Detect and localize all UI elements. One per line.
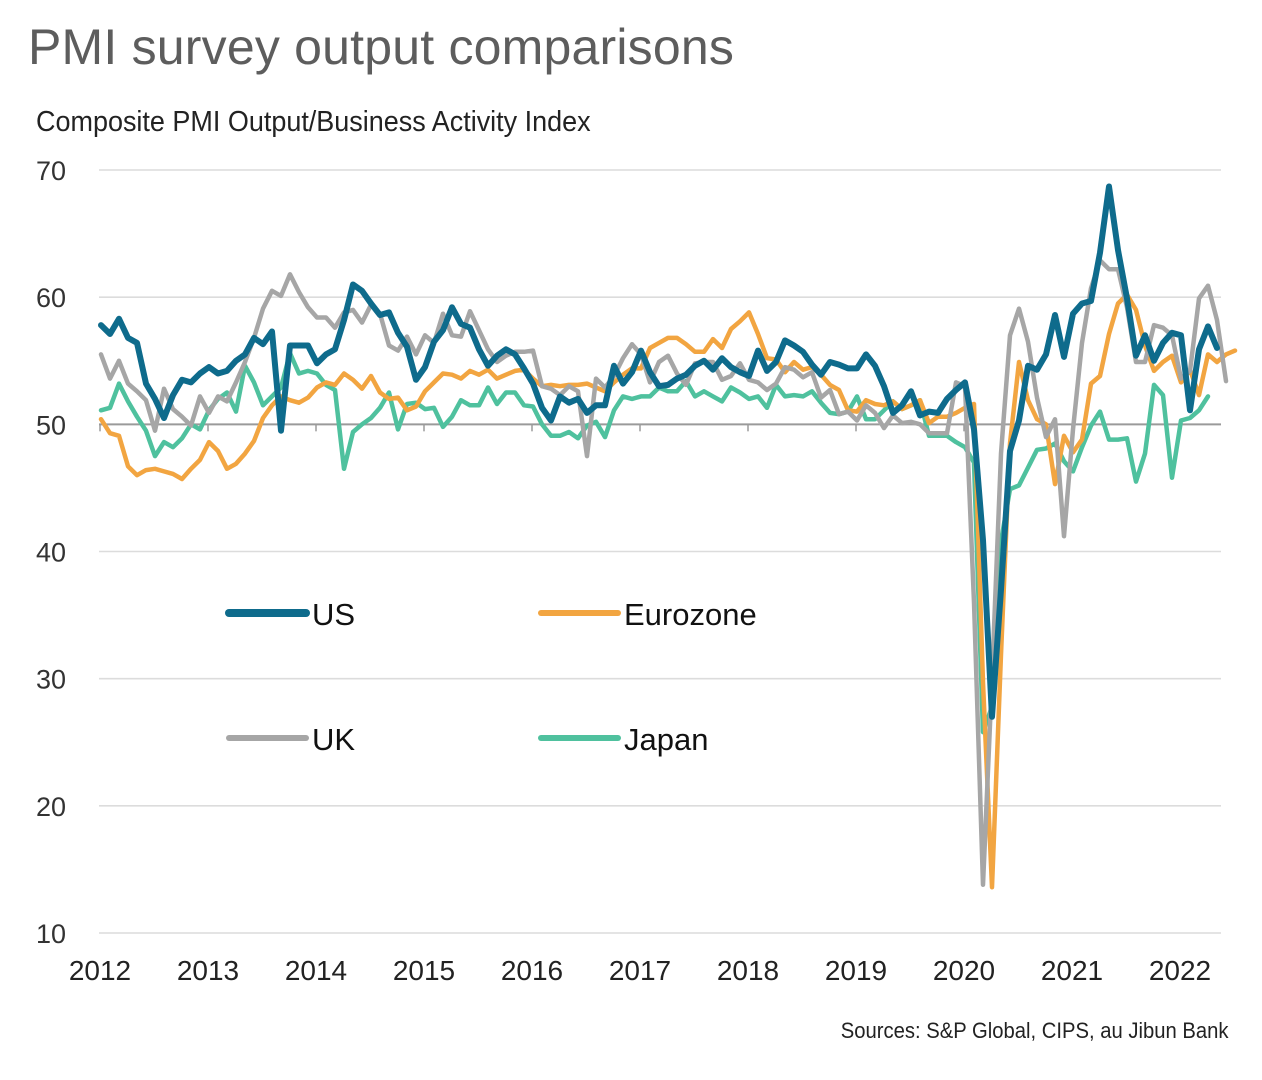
y-tick-label: 50 <box>36 410 66 440</box>
series-lines <box>98 183 1238 890</box>
y-axis-ticks: 10 20 30 40 50 60 70 <box>36 156 66 949</box>
legend: US Eurozone UK Japan <box>225 597 757 757</box>
chart-source: Sources: S&P Global, CIPS, au Jibun Bank <box>840 1018 1228 1043</box>
x-axis: 2012 2013 2014 2015 2016 2017 2018 2019 2020 2021… <box>69 424 1211 986</box>
x-tick-label: 2014 <box>285 955 347 986</box>
chart-title: PMI survey output comparisons <box>28 19 735 75</box>
x-tick-label: 2022 <box>1149 955 1211 986</box>
y-tick-label: 40 <box>36 538 66 568</box>
x-tick-label: 2019 <box>825 955 887 986</box>
y-tick-label: 20 <box>36 792 66 822</box>
series-line-eurozone <box>98 292 1238 890</box>
x-tick-label: 2021 <box>1041 955 1103 986</box>
chart-subtitle: Composite PMI Output/Business Activity I… <box>36 106 591 138</box>
legend-item-uk: UK <box>226 722 355 757</box>
x-tick-label: 2016 <box>501 955 563 986</box>
legend-label: US <box>312 597 355 632</box>
legend-label: Japan <box>624 722 708 757</box>
y-tick-label: 70 <box>36 156 66 186</box>
x-tick-label: 2012 <box>69 955 131 986</box>
y-tick-label: 60 <box>36 283 66 313</box>
x-tick-label: 2020 <box>933 955 995 986</box>
legend-item-japan: Japan <box>538 722 708 757</box>
y-tick-label: 10 <box>36 919 66 949</box>
legend-label: UK <box>312 722 355 757</box>
legend-item-eurozone: Eurozone <box>538 597 757 632</box>
x-tick-label: 2015 <box>393 955 455 986</box>
y-tick-label: 30 <box>36 665 66 695</box>
legend-label: Eurozone <box>624 597 757 632</box>
legend-item-us: US <box>225 597 355 632</box>
gridlines <box>99 169 1221 934</box>
x-tick-label: 2018 <box>717 955 779 986</box>
series-line-uk <box>98 258 1229 887</box>
x-tick-label: 2013 <box>177 955 239 986</box>
series-line-us <box>98 183 1220 720</box>
x-tick-label: 2017 <box>609 955 671 986</box>
